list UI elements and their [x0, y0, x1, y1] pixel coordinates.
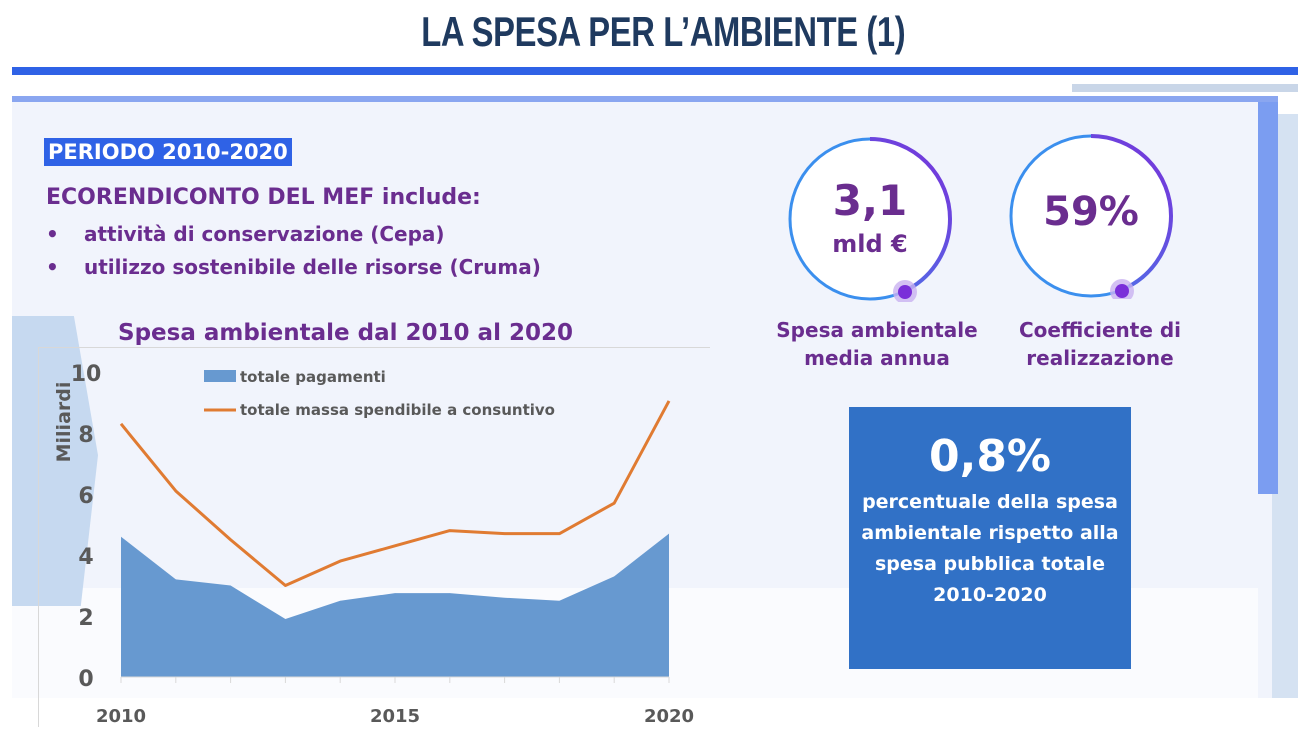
kpi-value: 3,1: [832, 176, 908, 225]
kpi-value: 59%: [1043, 189, 1139, 235]
bullet-icon: •: [46, 255, 59, 279]
decorative-side-accent: [1258, 100, 1278, 494]
highlight-description: percentuale della spesa ambientale rispe…: [861, 491, 1119, 606]
bullet-icon: •: [46, 222, 59, 246]
kpi-label-line: Coefficiente di: [1018, 318, 1182, 342]
header-rule: [12, 67, 1298, 75]
period-badge: PERIODO 2010-2020: [44, 138, 292, 166]
chart-frame: [38, 347, 710, 727]
kpi-ring-realization: 59%: [1008, 133, 1174, 299]
kpi-label: Spesa ambientale media annua: [757, 316, 997, 372]
header-rule-secondary: [1072, 84, 1298, 92]
kpi-unit: mld €: [832, 230, 908, 258]
progress-ring-icon: [1009, 134, 1173, 299]
kpi-label-line: Spesa ambientale: [776, 318, 978, 342]
page-title: LA SPESA PER L’AMBIENTE (1): [421, 8, 906, 55]
highlight-value: 0,8%: [928, 431, 1052, 482]
bullet-text: attività di conservazione (Cepa): [84, 222, 445, 246]
bullet-item: • utilizzo sostenibile delle risorse (Cr…: [46, 255, 541, 288]
progress-ring-icon: [788, 137, 952, 302]
chart-title: Spesa ambientale dal 2010 al 2020: [118, 320, 573, 346]
kpi-label-line: media annua: [804, 346, 950, 370]
bullet-list: • attività di conservazione (Cepa) • uti…: [46, 222, 541, 288]
bullet-item: • attività di conservazione (Cepa): [46, 222, 541, 255]
bullet-text: utilizzo sostenibile delle risorse (Crum…: [84, 255, 541, 279]
highlight-box: 0,8% percentuale della spesa ambientale …: [849, 407, 1131, 669]
kpi-ring-avg-spend: 3,1 mld €: [787, 136, 953, 302]
panel-top-rule: [12, 96, 1278, 102]
kpi-label: Coefficiente di realizzazione: [990, 316, 1210, 372]
kpi-label-line: realizzazione: [1026, 346, 1174, 370]
ecorendiconto-heading: ECORENDICONTO DEL MEF include:: [46, 185, 481, 210]
